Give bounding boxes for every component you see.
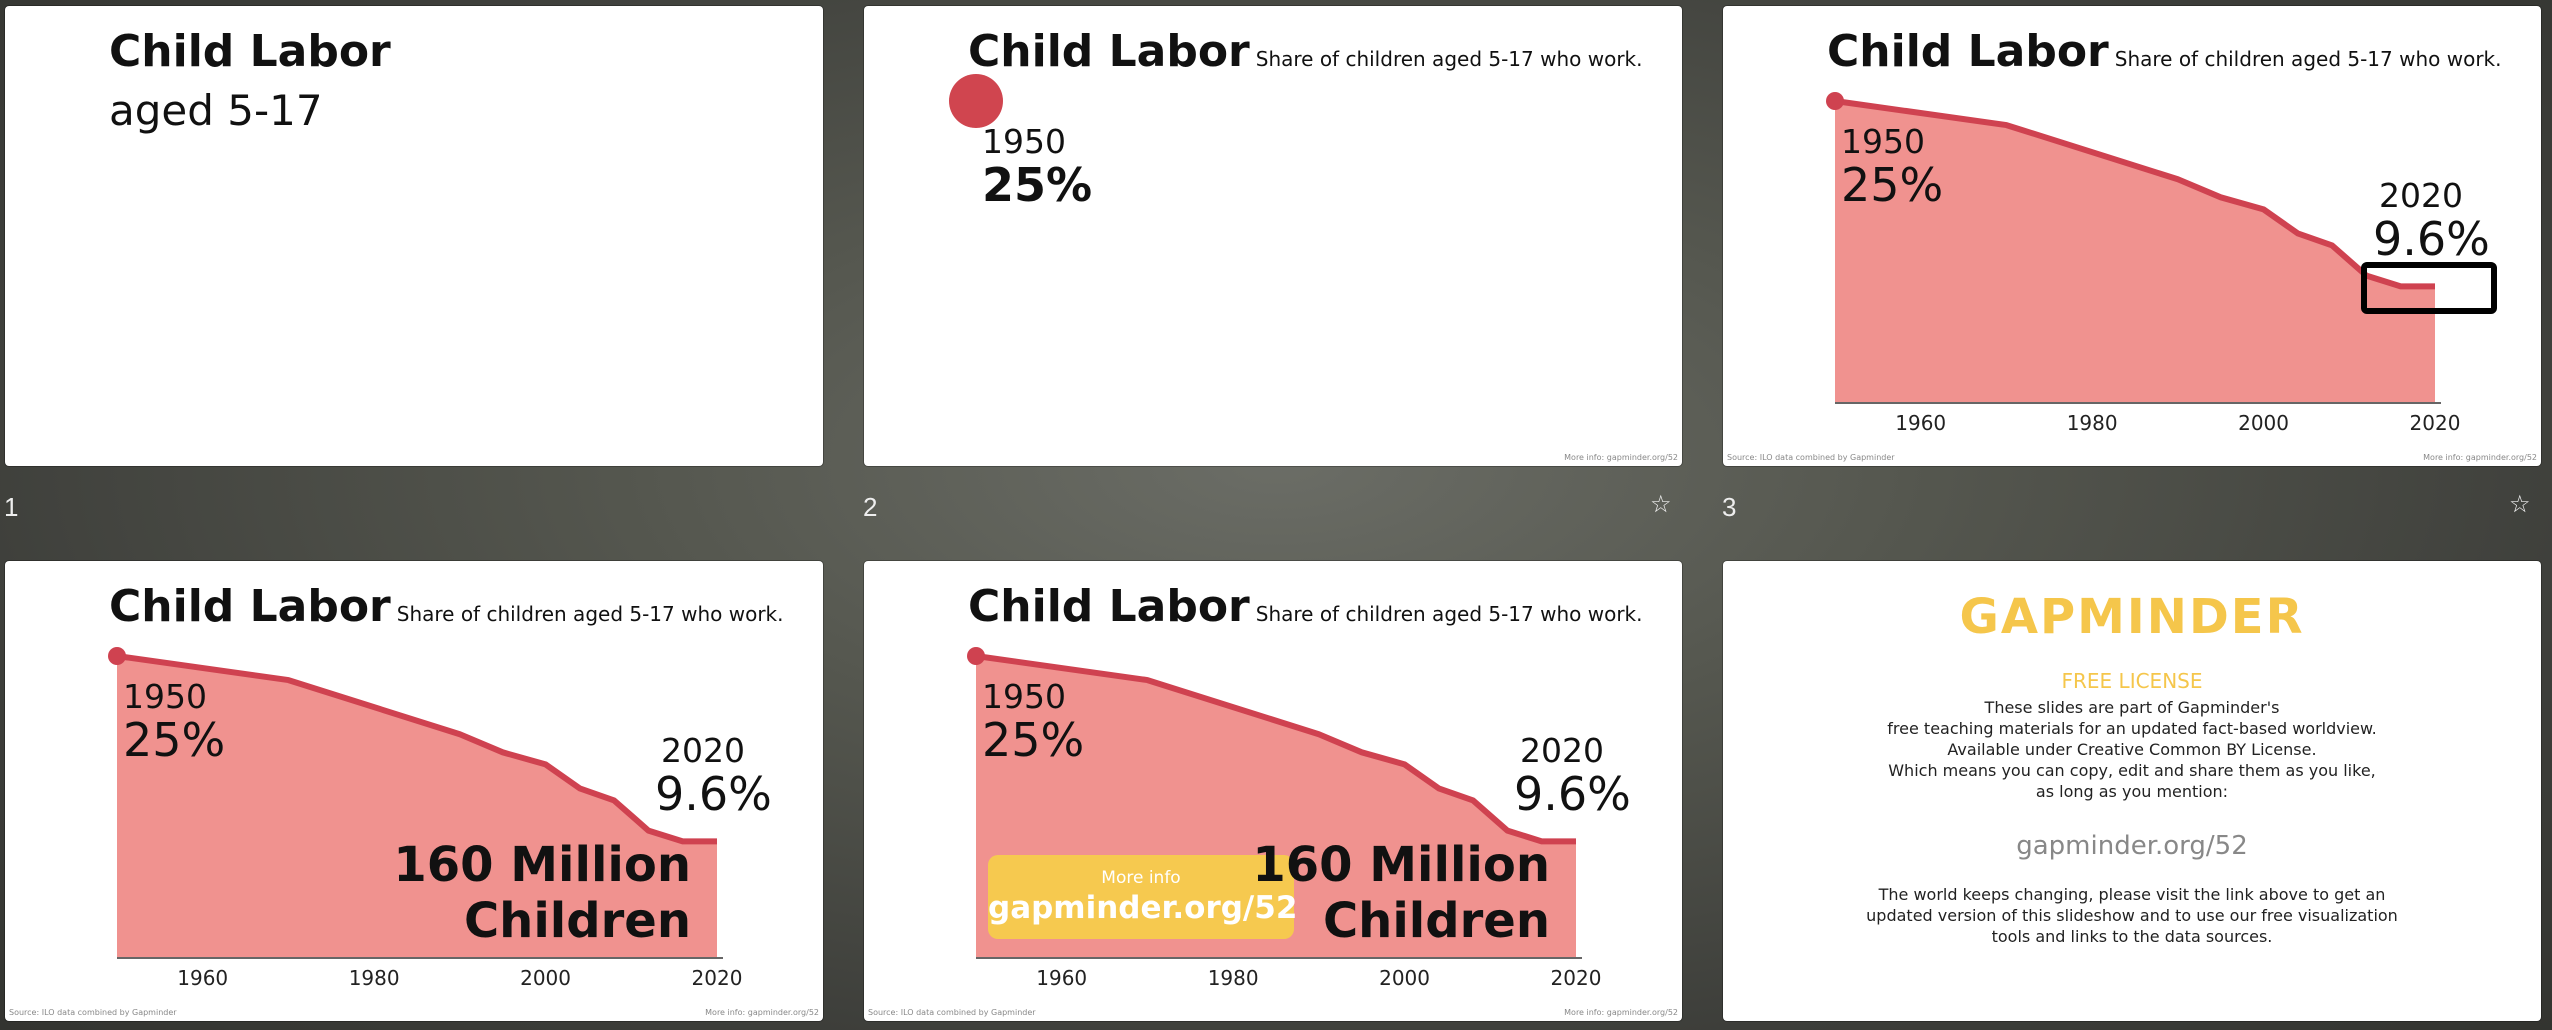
more-info-footer: More info: gapminder.org/52 bbox=[705, 1008, 819, 1017]
callout-line-2: Children bbox=[463, 893, 691, 949]
slide-thumbnail-2[interactable]: Child Labor Share of children aged 5-17 w… bbox=[864, 6, 1682, 466]
callout-line-1: 160 Million bbox=[393, 837, 691, 893]
end-year-label: 2020 bbox=[2379, 176, 2463, 215]
more-info-box[interactable]: More info gapminder.org/52 bbox=[988, 855, 1298, 939]
x-tick-label: 1960 bbox=[1895, 411, 1946, 435]
start-point-marker bbox=[967, 647, 985, 665]
area-fill bbox=[1835, 101, 2435, 402]
end-year-label: 2020 bbox=[1520, 731, 1604, 770]
start-value-label: 25% bbox=[123, 713, 226, 767]
series-line bbox=[975, 653, 1576, 845]
area-fill bbox=[117, 656, 717, 957]
more-info-small: More info bbox=[1101, 868, 1181, 888]
slide-subtitle: Share of children aged 5-17 who work. bbox=[1255, 602, 1643, 626]
end-value-label: 9.6% bbox=[1514, 767, 1631, 821]
license-line: These slides are part of Gapminder's bbox=[1984, 698, 2280, 717]
start-value-label: 25% bbox=[1841, 158, 1944, 212]
slide-thumbnail-1[interactable]: Child Labor aged 5-17 bbox=[5, 6, 823, 466]
x-tick-label: 2000 bbox=[520, 966, 571, 990]
license-line: as long as you mention: bbox=[2035, 782, 2229, 801]
slide-number: 3 bbox=[1722, 492, 1737, 522]
license-line: Which means you can copy, edit and share… bbox=[1888, 761, 2376, 780]
more-info-footer: More info: gapminder.org/52 bbox=[1564, 453, 1678, 462]
slide-title: Child Labor Share of children aged 5-17 w… bbox=[968, 26, 1643, 77]
license-line: free teaching materials for an updated f… bbox=[1887, 719, 2377, 738]
start-year-label: 1950 bbox=[982, 677, 1066, 716]
highlight-box bbox=[2361, 262, 2497, 314]
series-line bbox=[116, 653, 717, 845]
child-labor-area-chart: 1960 1980 2000 2020 bbox=[108, 647, 743, 990]
start-point-marker bbox=[949, 74, 1003, 128]
x-tick-label: 2020 bbox=[2410, 411, 2461, 435]
title-text: Child Labor bbox=[109, 581, 391, 632]
license-line: Available under Creative Common BY Licen… bbox=[1947, 740, 2317, 759]
source-footer: Source: ILO data combined by Gapminder bbox=[9, 1008, 177, 1017]
callout-text: 160 Million Children bbox=[1252, 837, 1550, 949]
end-value-label: 9.6% bbox=[655, 767, 772, 821]
update-paragraph: The world keeps changing, please visit t… bbox=[1723, 884, 2541, 947]
x-tick-label: 1960 bbox=[177, 966, 228, 990]
start-year-label: 1950 bbox=[123, 677, 207, 716]
start-value-label: 25% bbox=[982, 158, 1093, 212]
x-tick-label: 2000 bbox=[2238, 411, 2289, 435]
start-point-marker bbox=[1826, 92, 1844, 110]
callout-text: 160 Million Children bbox=[393, 837, 691, 949]
series-line bbox=[1834, 98, 2435, 290]
more-info-link[interactable]: gapminder.org/52 bbox=[988, 890, 1298, 926]
title-text: Child Labor bbox=[968, 26, 1250, 77]
title-text: Child Labor bbox=[1827, 26, 2109, 77]
slide-title: Child Labor bbox=[109, 26, 391, 77]
slide-subtitle: aged 5-17 bbox=[109, 86, 323, 135]
more-info-footer: More info: gapminder.org/52 bbox=[1564, 1008, 1678, 1017]
end-year-label: 2020 bbox=[661, 731, 745, 770]
x-tick-label: 1980 bbox=[1208, 966, 1259, 990]
slide-thumbnail-3[interactable]: Child Labor Share of children aged 5-17 w… bbox=[1723, 6, 2541, 466]
start-year-label: 1950 bbox=[1841, 122, 1925, 161]
gapminder-url[interactable]: gapminder.org/52 bbox=[2016, 831, 2248, 861]
gapminder-logo: GAPMINDER bbox=[1959, 589, 2305, 645]
license-paragraph: These slides are part of Gapminder's fre… bbox=[1723, 697, 2541, 802]
callout-line-2: Children bbox=[1322, 893, 1550, 949]
slide-number: 1 bbox=[4, 492, 19, 522]
slide-thumbnail-5[interactable]: Child Labor Share of children aged 5-17 w… bbox=[864, 561, 1682, 1021]
child-labor-area-chart: 1960 1980 2000 2020 bbox=[1826, 92, 2461, 435]
slide-subtitle: Share of children aged 5-17 who work. bbox=[1255, 47, 1643, 71]
title-text: Child Labor bbox=[968, 581, 1250, 632]
slide-thumbnail-6[interactable]: GAPMINDER FREE LICENSE These slides are … bbox=[1723, 561, 2541, 1021]
source-footer: Source: ILO data combined by Gapminder bbox=[868, 1008, 1036, 1017]
x-tick-label: 1980 bbox=[349, 966, 400, 990]
x-tick-label: 2020 bbox=[692, 966, 743, 990]
slide-title: Child Labor Share of children aged 5-17 w… bbox=[968, 581, 1643, 632]
start-point-marker bbox=[108, 647, 126, 665]
start-value-label: 25% bbox=[982, 713, 1085, 767]
x-tick-label: 1980 bbox=[2067, 411, 2118, 435]
x-tick-label: 2000 bbox=[1379, 966, 1430, 990]
x-tick-label: 2020 bbox=[1551, 966, 1602, 990]
source-footer: Source: ILO data combined by Gapminder bbox=[1727, 453, 1895, 462]
update-line: updated version of this slideshow and to… bbox=[1866, 906, 2398, 925]
more-info-footer: More info: gapminder.org/52 bbox=[2423, 453, 2537, 462]
animation-star-icon: ☆ bbox=[1650, 490, 1672, 518]
slide-thumbnail-4[interactable]: Child Labor Share of children aged 5-17 w… bbox=[5, 561, 823, 1021]
update-line: The world keeps changing, please visit t… bbox=[1878, 885, 2386, 904]
slide-title: Child Labor Share of children aged 5-17 w… bbox=[1827, 26, 2502, 77]
chart-start-dot bbox=[949, 74, 1003, 128]
x-tick-label: 1960 bbox=[1036, 966, 1087, 990]
license-title: FREE LICENSE bbox=[2061, 669, 2203, 693]
animation-star-icon: ☆ bbox=[2509, 490, 2531, 518]
slide-subtitle: Share of children aged 5-17 who work. bbox=[2114, 47, 2502, 71]
update-line: tools and links to the data sources. bbox=[1991, 927, 2273, 946]
slide-subtitle: Share of children aged 5-17 who work. bbox=[396, 602, 784, 626]
slide-title: Child Labor Share of children aged 5-17 w… bbox=[109, 581, 784, 632]
start-year-label: 1950 bbox=[982, 122, 1066, 161]
callout-line-1: 160 Million bbox=[1252, 837, 1550, 893]
slide-number: 2 bbox=[863, 492, 878, 522]
end-value-label: 9.6% bbox=[2373, 212, 2490, 266]
